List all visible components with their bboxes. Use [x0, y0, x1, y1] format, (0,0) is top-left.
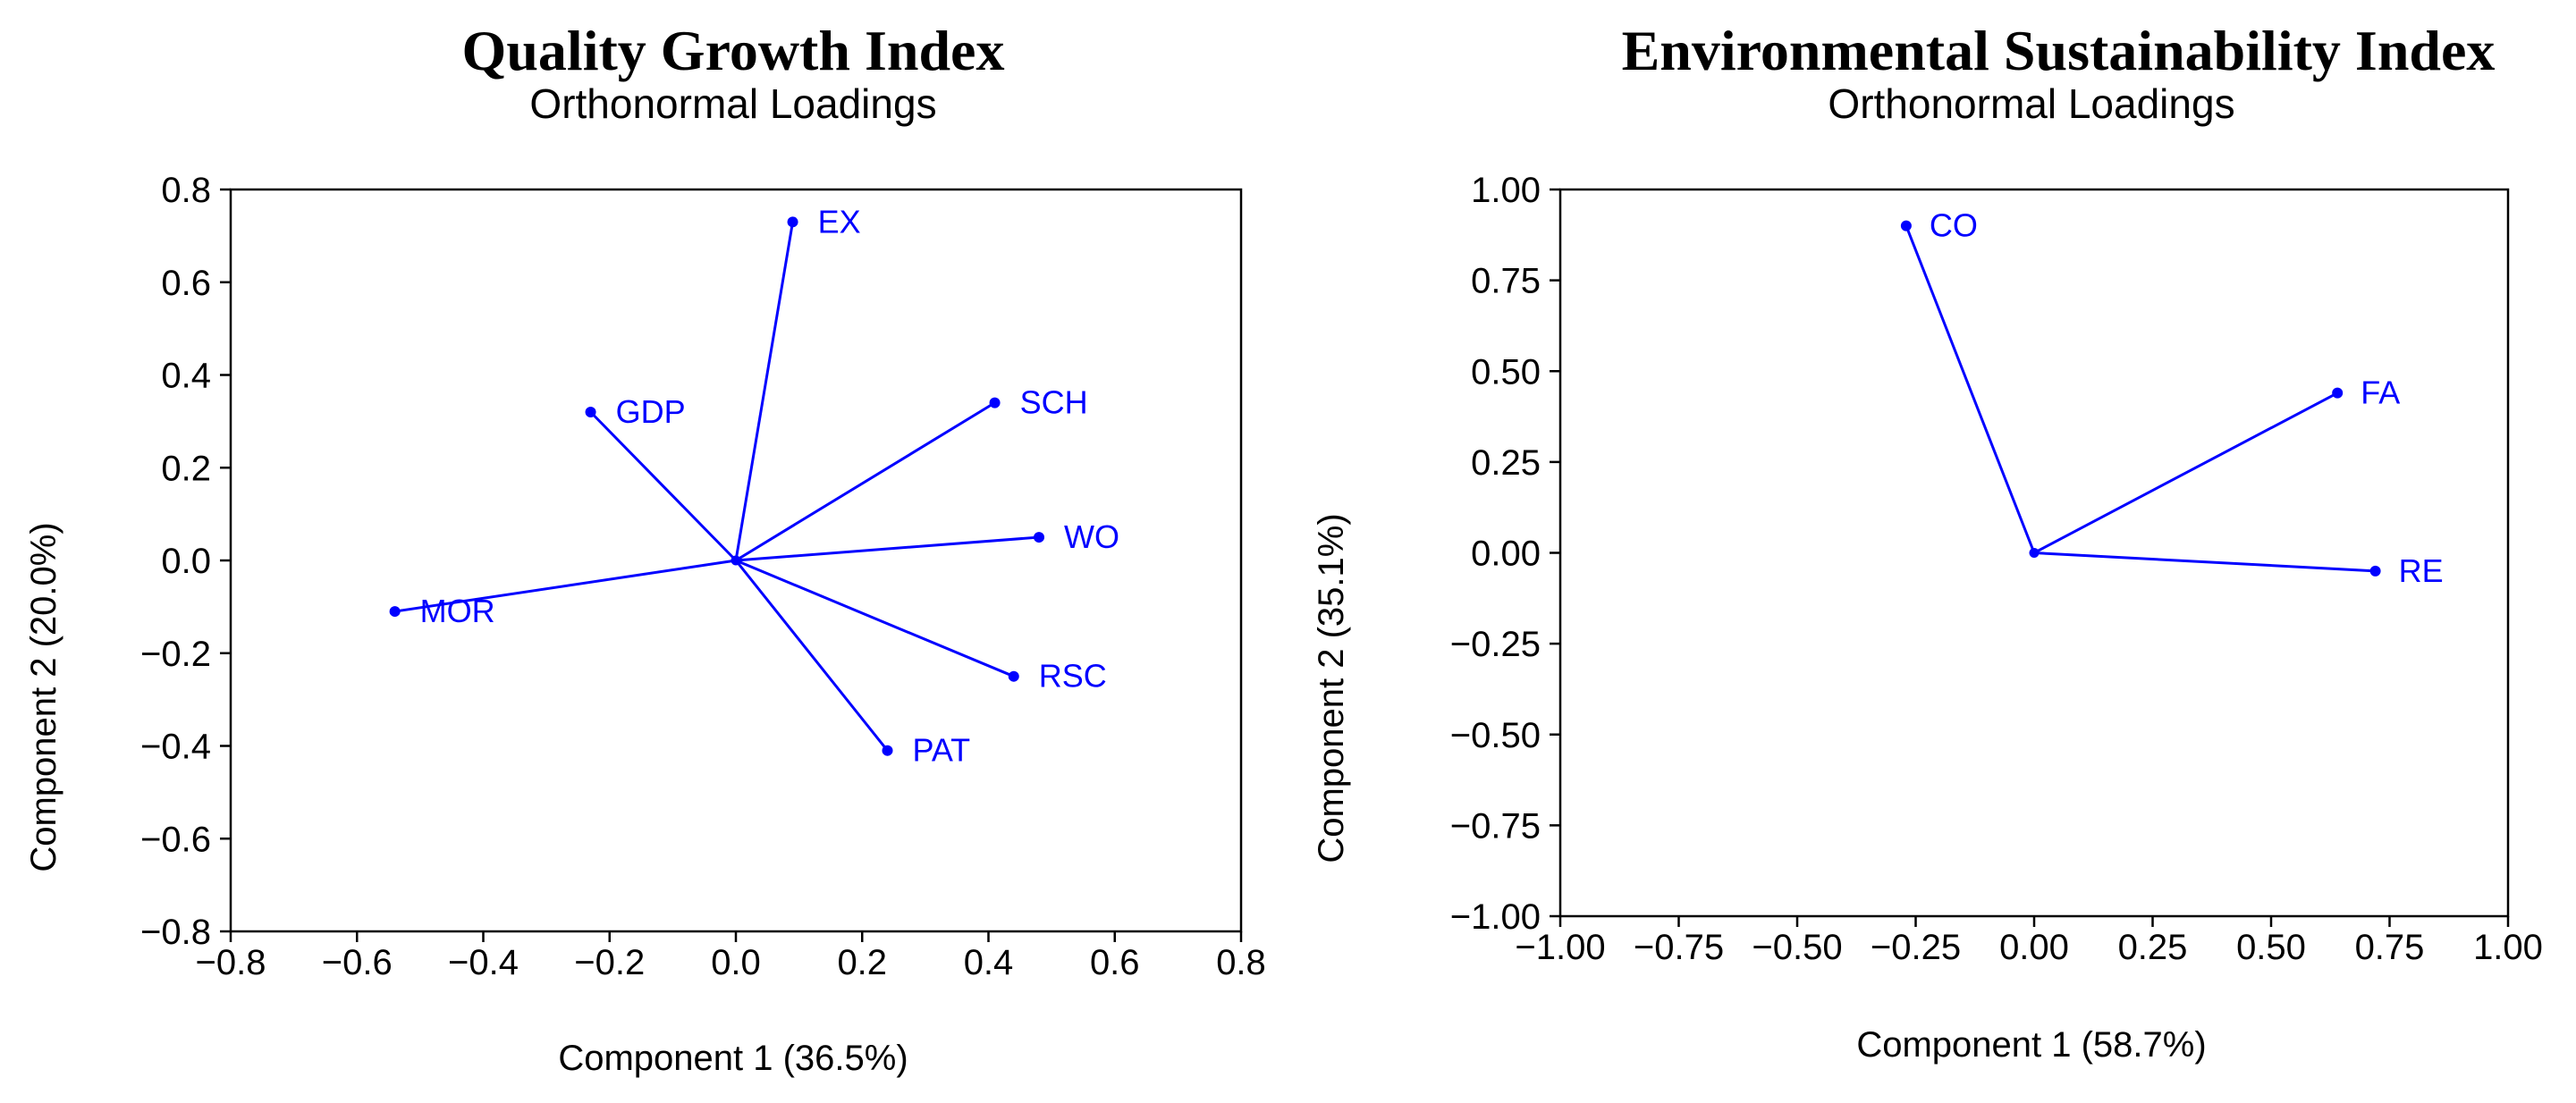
chart-title: Environmental Sustainability Index — [1622, 19, 2496, 82]
y-tick-label: −0.4 — [140, 728, 211, 767]
x-tick-label: 0.6 — [1090, 943, 1140, 982]
chart-title: Quality Growth Index — [462, 19, 1005, 82]
loading-vectors: EX GDP SCH WO MOR RSC PAT — [389, 203, 1119, 769]
x-tick-label: 0.50 — [2236, 928, 2306, 967]
loading-point-mor — [389, 606, 401, 618]
y-tick-label: 0.4 — [161, 357, 211, 396]
loading-point-ex — [787, 216, 798, 228]
x-tick-label: −0.25 — [1871, 928, 1961, 967]
y-axis-label: Component 2 (20.0%) — [24, 522, 63, 871]
x-tick-label: −0.2 — [574, 943, 645, 982]
loading-line-rsc — [735, 559, 1015, 678]
y-tick-label: 0.6 — [161, 264, 211, 303]
loading-label-fa: FA — [2361, 375, 2400, 411]
loading-line-re — [2033, 552, 2376, 573]
x-tick-label: 1.00 — [2473, 928, 2543, 967]
loading-line-wo — [735, 535, 1040, 562]
x-tick-label: −0.4 — [448, 943, 519, 982]
loading-point-sch — [989, 397, 1001, 408]
loading-label-re: RE — [2399, 552, 2444, 589]
loading-label-mor: MOR — [420, 593, 495, 629]
loading-label-wo: WO — [1064, 518, 1119, 555]
x-tick-label: 0.00 — [1999, 928, 2069, 967]
x-tick-label: −0.50 — [1752, 928, 1842, 967]
y-tick-label: 0.75 — [1471, 262, 1541, 301]
y-tick-label: 0.25 — [1471, 443, 1541, 483]
chart-subtitle: Orthonormal Loadings — [1828, 80, 2234, 127]
loading-label-sch: SCH — [1020, 384, 1088, 421]
x-tick-label: −0.8 — [196, 943, 266, 982]
loading-line-co — [1905, 225, 2036, 554]
x-tick-label: 0.25 — [2118, 928, 2188, 967]
loading-point-fa — [2332, 387, 2344, 399]
loading-line-sch — [735, 401, 996, 562]
x-tick-label: 0.4 — [964, 943, 1014, 982]
y-tick-label: 0.00 — [1471, 535, 1541, 574]
loading-label-gdp: GDP — [616, 393, 686, 430]
environmental-sustainability-chart: Environmental Sustainability Index Ortho… — [1312, 19, 2543, 1065]
y-tick-label: 0.2 — [161, 449, 211, 488]
x-tick-label: 0.0 — [711, 943, 761, 982]
loading-label-co: CO — [1930, 207, 1978, 244]
axis-ticks: −1.00 −0.75 −0.50 −0.25 0.00 0.25 0.50 0.75 1.00… — [1450, 171, 2543, 967]
x-axis-label: Component 1 (58.7%) — [1856, 1025, 2206, 1065]
y-tick-label: 0.0 — [161, 542, 211, 581]
y-tick-label: 1.00 — [1471, 171, 1541, 210]
x-tick-label: −0.75 — [1634, 928, 1724, 967]
y-axis-label: Component 2 (35.1%) — [1312, 513, 1351, 863]
loading-line-fa — [2033, 392, 2338, 554]
x-tick-label: 0.8 — [1216, 943, 1266, 982]
loading-point-pat — [882, 745, 893, 756]
y-tick-label: −0.8 — [140, 913, 211, 952]
y-tick-label: −0.25 — [1450, 625, 1541, 664]
loading-point-wo — [1034, 532, 1044, 543]
y-tick-label: −0.2 — [140, 635, 211, 674]
loading-label-rsc: RSC — [1039, 658, 1107, 695]
y-tick-label: −0.6 — [140, 820, 211, 859]
loading-vectors: CO FA RE — [1900, 207, 2444, 589]
y-tick-label: −0.50 — [1450, 716, 1541, 755]
loading-point-co — [1900, 220, 1912, 232]
chart-subtitle: Orthonormal Loadings — [529, 80, 936, 127]
y-tick-label: 0.8 — [161, 171, 211, 210]
loading-line-pat — [734, 560, 889, 752]
y-tick-label: 0.50 — [1471, 352, 1541, 392]
y-tick-label: −0.75 — [1450, 806, 1541, 846]
y-tick-label: −1.00 — [1450, 897, 1541, 937]
loading-point-rsc — [1008, 670, 1019, 682]
loading-point-re — [2369, 565, 2381, 577]
x-tick-label: 0.2 — [837, 943, 887, 982]
x-tick-label: 0.75 — [2355, 928, 2425, 967]
x-axis-label: Component 1 (36.5%) — [558, 1039, 908, 1078]
loading-label-ex: EX — [818, 203, 861, 240]
axis-ticks: −0.8 −0.6 −0.4 −0.2 0.0 0.2 0.4 0.6 0.8 0.8 0.6 0.4… — [140, 171, 1266, 982]
loading-label-pat: PAT — [913, 732, 971, 769]
quality-growth-chart: Quality Growth Index Orthonormal Loading… — [24, 19, 1266, 1078]
loading-point-gdp — [585, 407, 596, 417]
x-tick-label: −0.6 — [322, 943, 393, 982]
x-tick-label: −1.00 — [1515, 928, 1605, 967]
loading-line-mor — [394, 559, 737, 613]
loading-line-gdp — [589, 410, 738, 562]
loading-line-ex — [734, 222, 795, 561]
